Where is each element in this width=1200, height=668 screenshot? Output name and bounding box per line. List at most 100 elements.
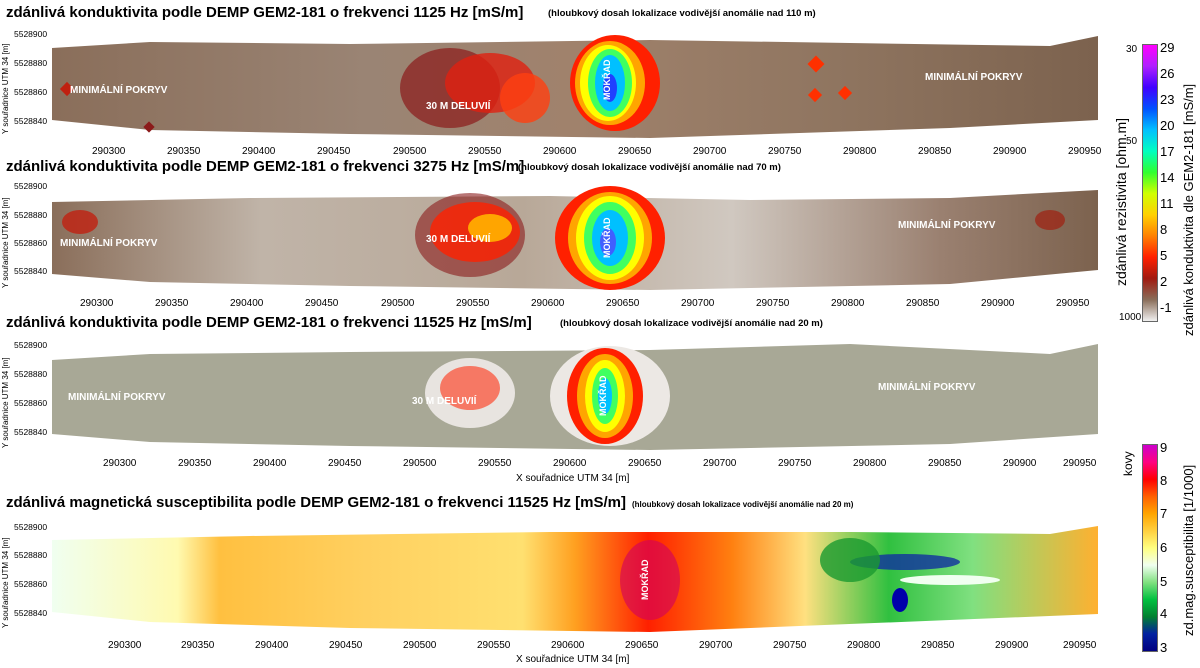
map-label: MOKŘAD [601, 217, 612, 258]
susceptibility-tick: 3 [1160, 640, 1168, 655]
x-tick: 290600 [543, 146, 577, 157]
x-tick: 290450 [305, 298, 339, 309]
map-plot: MINIMÁLNÍ POKRYV 30 M DELUVIÍ MOKŘAD MIN… [50, 338, 1100, 454]
y-tick: 5528840 [14, 427, 48, 437]
y-tick: 5528880 [14, 550, 48, 560]
panel-note: (hloubkový dosah lokalizace vodivější an… [560, 318, 823, 329]
y-tick: 5528860 [14, 87, 48, 97]
x-tick: 290650 [606, 298, 640, 309]
x-tick: 290950 [1063, 640, 1097, 651]
map-label: 30 M DELUVIÍ [412, 394, 477, 407]
x-tick: 290700 [699, 640, 733, 651]
colorbar-gradient [1142, 44, 1158, 322]
x-tick: 290550 [468, 146, 502, 157]
x-tick: 290600 [553, 458, 587, 469]
x-tick: 290500 [403, 640, 437, 651]
x-tick: 290400 [230, 298, 264, 309]
conductivity-tick: 14 [1160, 170, 1175, 185]
panel-conductivity-3275: zdánlivá konduktivita podle DEMP GEM2-18… [0, 156, 1115, 316]
map-label: MINIMÁLNÍ POKRYV [68, 390, 166, 403]
x-tick: 290500 [403, 458, 437, 469]
x-tick: 290650 [625, 640, 659, 651]
x-tick: 290400 [242, 146, 276, 157]
x-tick: 290800 [843, 146, 877, 157]
x-tick: 290600 [551, 640, 585, 651]
y-tick: 5528900 [14, 340, 48, 350]
conductivity-tick: 2 [1160, 274, 1168, 289]
x-tick: 290900 [1003, 458, 1037, 469]
susceptibility-label: zd.mag.susceptibilita [1/1000] [1181, 464, 1196, 636]
conductivity-colorbar: zdánlivá rezistivita [ohm.m] 30 50 1000 … [1113, 40, 1200, 340]
x-tick: 290850 [921, 640, 955, 651]
map-label: MINIMÁLNÍ POKRYV [898, 218, 996, 231]
conductivity-tick: 23 [1160, 92, 1175, 107]
conductivity-tick: 20 [1160, 118, 1175, 133]
panel-note: (hloubkový dosah lokalizace vodivější an… [518, 162, 781, 173]
x-tick: 290750 [778, 458, 812, 469]
x-tick: 290750 [768, 146, 802, 157]
panel-note: (hloubkový dosah lokalizace vodivější an… [632, 500, 854, 509]
y-tick: 5528860 [14, 579, 48, 589]
x-tick: 290600 [531, 298, 565, 309]
panel-title: zdánlivá konduktivita podle DEMP GEM2-18… [6, 314, 532, 331]
conductivity-tick: 26 [1160, 66, 1175, 81]
susceptibility-tick: 6 [1160, 540, 1168, 555]
x-tick: 290350 [181, 640, 215, 651]
x-tick: 290400 [255, 640, 289, 651]
y-tick: 5528880 [14, 369, 48, 379]
conductivity-tick: 29 [1160, 40, 1175, 55]
map-label: MINIMÁLNÍ POKRYV [878, 380, 976, 393]
x-tick: 290900 [981, 298, 1015, 309]
map-label: MINIMÁLNÍ POKRYV [70, 83, 168, 96]
x-tick: 290300 [92, 146, 126, 157]
x-tick: 290450 [328, 458, 362, 469]
x-tick: 290950 [1068, 146, 1102, 157]
x-tick: 290450 [317, 146, 351, 157]
y-axis-label: Y souřadnice UTM 34 [m] [1, 43, 10, 134]
susceptibility-colorbar: kovy 9 8 7 6 5 4 3 zd.mag.susceptibilita… [1115, 440, 1200, 665]
susceptibility-tick: 7 [1160, 506, 1168, 521]
x-tick: 290800 [853, 458, 887, 469]
susceptibility-tick: 8 [1160, 473, 1168, 488]
y-tick: 5528880 [14, 210, 48, 220]
x-tick: 290850 [918, 146, 952, 157]
x-tick: 290300 [108, 640, 142, 651]
x-tick: 290550 [477, 640, 511, 651]
x-tick: 290400 [253, 458, 287, 469]
y-axis-label: Y souřadnice UTM 34 [m] [1, 537, 10, 628]
y-tick: 5528840 [14, 266, 48, 276]
x-axis-label: X souřadnice UTM 34 [m] [516, 473, 630, 484]
x-tick: 290750 [756, 298, 790, 309]
x-tick: 290300 [103, 458, 137, 469]
x-tick: 290350 [178, 458, 212, 469]
x-tick: 290500 [381, 298, 415, 309]
susceptibility-tick: 4 [1160, 606, 1168, 621]
conductivity-tick: 8 [1160, 222, 1168, 237]
panel-title: zdánlivá konduktivita podle DEMP GEM2-18… [6, 158, 525, 175]
map-label: 30 M DELUVIÍ [426, 99, 491, 112]
y-tick: 5528840 [14, 116, 48, 126]
x-tick: 290650 [628, 458, 662, 469]
x-tick: 290800 [847, 640, 881, 651]
y-tick: 5528900 [14, 29, 48, 39]
map-label: 30 M DELUVIÍ [426, 232, 491, 245]
panel-note: (hloubkový dosah lokalizace vodivější an… [548, 8, 816, 19]
x-tick: 290750 [773, 640, 807, 651]
conductivity-tick: 5 [1160, 248, 1168, 263]
map-label: MOKŘAD [597, 375, 608, 416]
x-tick: 290900 [995, 640, 1029, 651]
x-tick: 290500 [393, 146, 427, 157]
x-tick: 290550 [456, 298, 490, 309]
map-label: MOKŘAD [639, 559, 650, 600]
y-tick: 5528840 [14, 608, 48, 618]
conductivity-tick: 11 [1160, 196, 1174, 211]
susceptibility-tick: 9 [1160, 440, 1168, 455]
y-tick: 5528860 [14, 398, 48, 408]
x-tick: 290850 [928, 458, 962, 469]
y-axis-label: Y souřadnice UTM 34 [m] [1, 197, 10, 288]
conductivity-tick: 17 [1160, 144, 1175, 159]
x-tick: 290950 [1056, 298, 1090, 309]
conductivity-label: zdánlivá konduktivita dle GEM2-181 [mS/m… [1181, 83, 1196, 336]
map-plot: MINIMÁLNÍ POKRYV 30 M DELUVIÍ MOKŘAD MIN… [50, 180, 1100, 292]
x-axis-label: X souřadnice UTM 34 [m] [516, 654, 630, 665]
